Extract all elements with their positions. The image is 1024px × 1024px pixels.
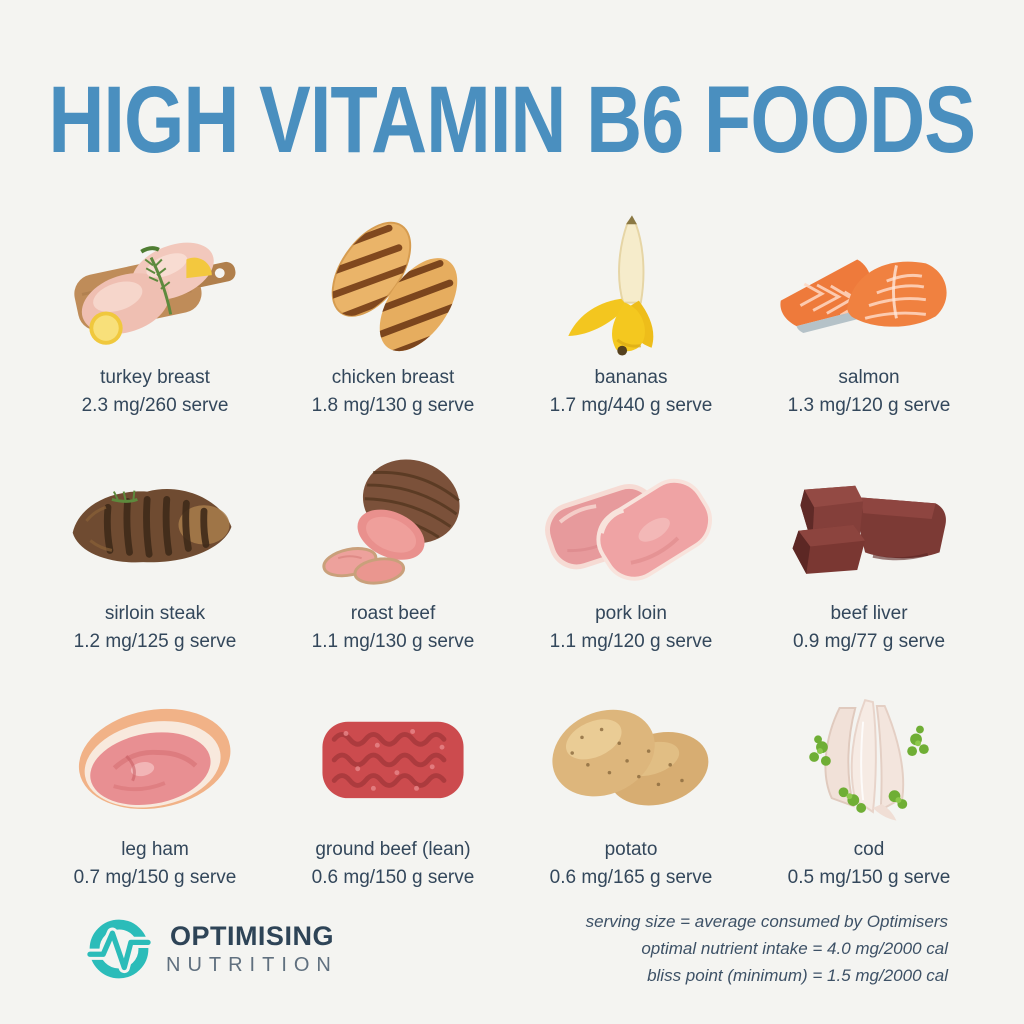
food-name: leg ham	[121, 839, 189, 860]
footer: OPTIMISING NUTRITION serving size = aver…	[0, 908, 1024, 989]
food-item-potato: potato 0.6 mg/165 g serve	[512, 680, 750, 892]
food-item-chicken-breast: chicken breast 1.8 mg/130 g serve	[274, 208, 512, 420]
banana-icon	[531, 208, 731, 360]
food-item-leg-ham: leg ham 0.7 mg/150 g serve	[36, 680, 274, 892]
food-item-salmon: salmon 1.3 mg/120 g serve	[750, 208, 988, 420]
footnote-bliss-point: bliss point (minimum) = 1.5 mg/2000 cal	[647, 966, 948, 985]
cod-icon	[769, 680, 969, 832]
food-serving: 1.7 mg/440 g serve	[549, 395, 713, 416]
food-item-turkey-breast: turkey breast 2.3 mg/260 serve	[36, 208, 274, 420]
food-serving: 1.1 mg/120 g serve	[549, 631, 713, 652]
food-item-beef-liver: beef liver 0.9 mg/77 g serve	[750, 444, 988, 656]
food-name: turkey breast	[100, 367, 210, 388]
food-serving: 2.3 mg/260 serve	[81, 395, 229, 416]
food-serving: 1.3 mg/120 g serve	[787, 395, 951, 416]
food-grid: turkey breast 2.3 mg/260 serve	[36, 208, 988, 892]
footnotes: serving size = average consumed by Optim…	[586, 908, 948, 989]
food-item-cod: cod 0.5 mg/150 g serve	[750, 680, 988, 892]
turkey-breast-icon	[55, 208, 255, 360]
salmon-icon	[769, 208, 969, 360]
optimising-nutrition-logo-icon	[86, 919, 152, 978]
footnote-optimal-intake: optimal nutrient intake = 4.0 mg/2000 ca…	[641, 939, 948, 958]
food-name: ground beef (lean)	[315, 839, 471, 860]
food-item-sirloin-steak: sirloin steak 1.2 mg/125 g serve	[36, 444, 274, 656]
sirloin-steak-icon	[55, 444, 255, 596]
leg-ham-icon	[55, 680, 255, 832]
food-serving: 0.6 mg/150 g serve	[311, 867, 475, 888]
footnote-serving-size: serving size = average consumed by Optim…	[585, 912, 948, 931]
food-serving: 0.9 mg/77 g serve	[792, 631, 946, 652]
food-item-roast-beef: roast beef 1.1 mg/130 g serve	[274, 444, 512, 656]
food-serving: 1.2 mg/125 g serve	[73, 631, 237, 652]
food-serving: 1.8 mg/130 g serve	[311, 395, 475, 416]
food-item-ground-beef: ground beef (lean) 0.6 mg/150 g serve	[274, 680, 512, 892]
brand-name-secondary: NUTRITION	[166, 953, 338, 976]
page-title: HIGH VITAMIN B6 FOODS	[0, 66, 1024, 178]
food-name: bananas	[594, 367, 668, 388]
food-name: chicken breast	[331, 367, 455, 388]
food-name: cod	[853, 839, 885, 860]
pork-loin-icon	[531, 444, 731, 596]
food-name: roast beef	[350, 603, 436, 624]
brand-logo: OPTIMISING NUTRITION	[86, 916, 338, 982]
brand-name: OPTIMISING NUTRITION	[166, 921, 338, 977]
food-serving: 0.6 mg/165 g serve	[549, 867, 713, 888]
food-serving: 0.7 mg/150 g serve	[73, 867, 237, 888]
food-item-bananas: bananas 1.7 mg/440 g serve	[512, 208, 750, 420]
food-name: beef liver	[830, 603, 908, 624]
brand-name-primary: OPTIMISING	[169, 920, 334, 951]
food-serving: 0.5 mg/150 g serve	[787, 867, 951, 888]
food-name: sirloin steak	[104, 603, 206, 624]
food-serving: 1.1 mg/130 g serve	[311, 631, 475, 652]
potato-icon	[531, 680, 731, 832]
ground-beef-icon	[293, 680, 493, 832]
beef-liver-icon	[769, 444, 969, 596]
food-name: pork loin	[595, 603, 667, 624]
chicken-breast-icon	[293, 208, 493, 360]
food-name: salmon	[838, 367, 900, 388]
page-title-text: HIGH VITAMIN B6 FOODS	[48, 67, 977, 173]
food-name: potato	[604, 839, 658, 860]
food-item-pork-loin: pork loin 1.1 mg/120 g serve	[512, 444, 750, 656]
roast-beef-icon	[293, 444, 493, 596]
